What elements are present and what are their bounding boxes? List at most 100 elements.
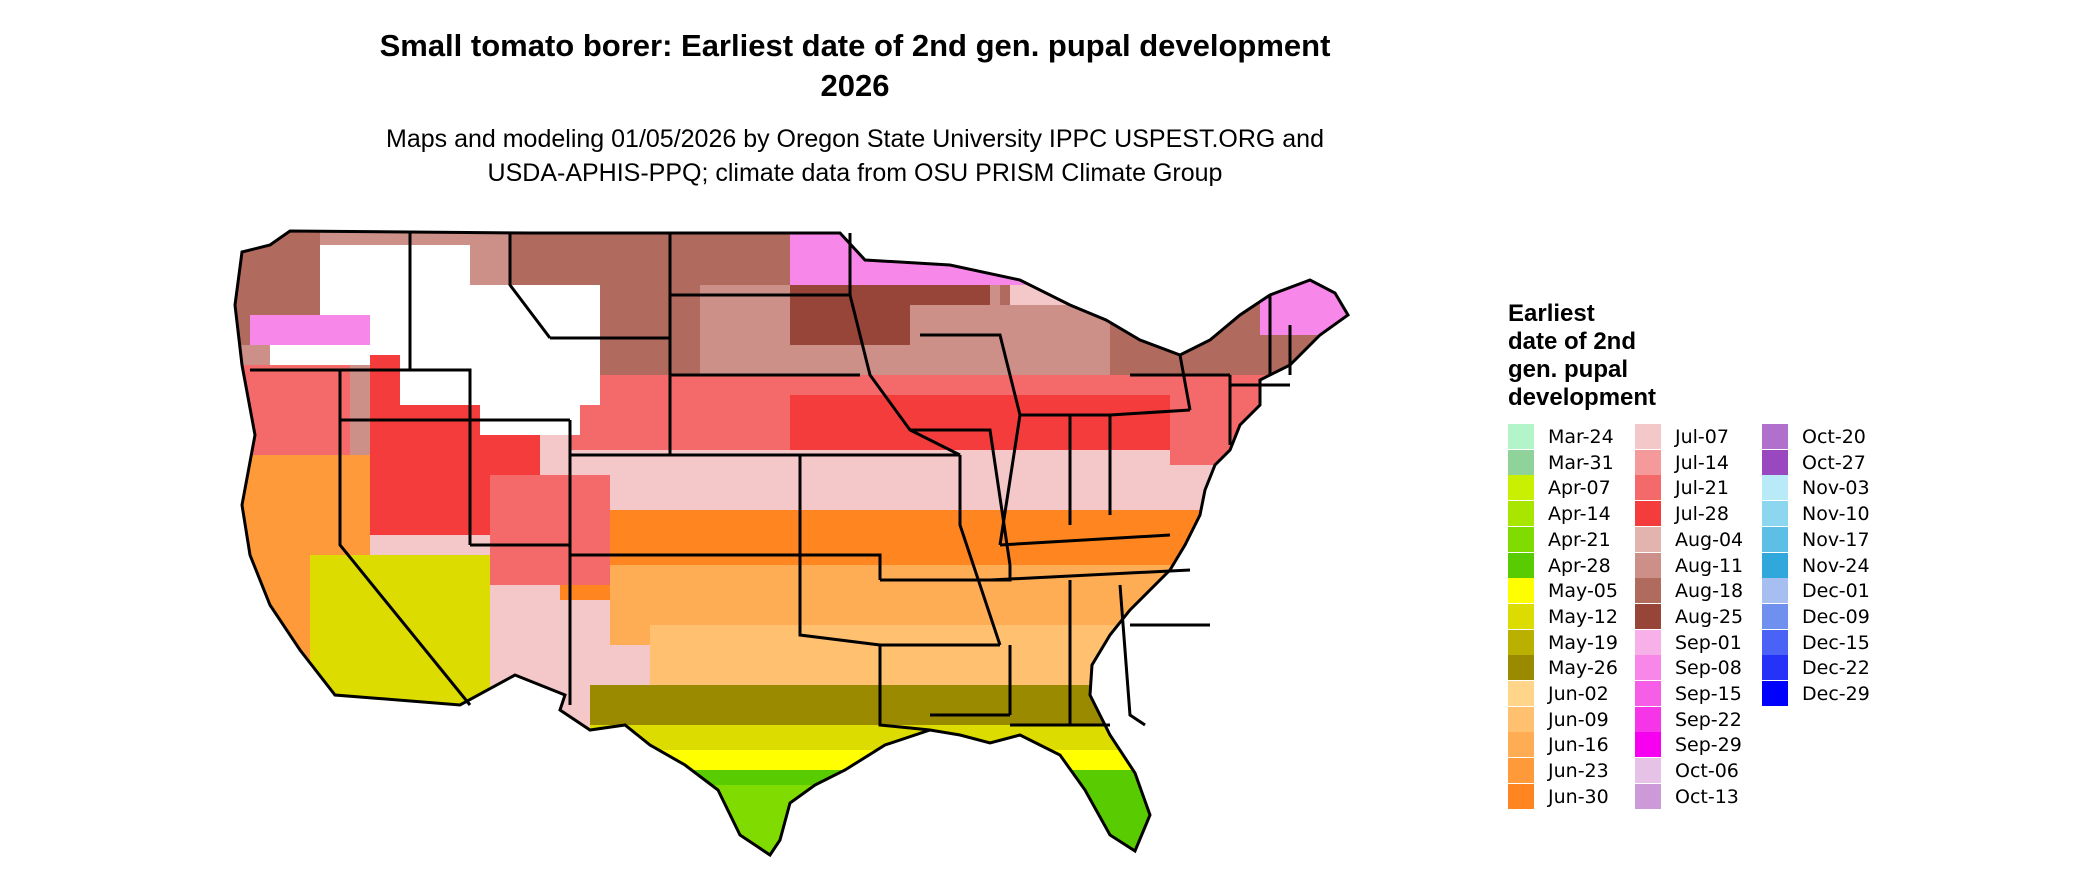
legend-item: Apr-21 [1508, 526, 1633, 553]
legend-item: Oct-13 [1635, 783, 1760, 810]
map-title-year: 2026 [820, 68, 890, 103]
legend-label: Oct-06 [1675, 760, 1739, 783]
legend-item: May-19 [1508, 629, 1633, 656]
legend-item: Nov-03 [1762, 475, 1887, 501]
legend-label: Aug-18 [1675, 580, 1744, 603]
legend-swatch [1635, 629, 1661, 655]
legend-title-line: date of 2nd [1508, 328, 1637, 355]
legend-item: Jul-21 [1635, 475, 1760, 501]
legend-swatch [1762, 578, 1788, 604]
legend-swatch [1508, 526, 1534, 552]
legend-swatch [1635, 475, 1661, 501]
map-subtitle-line2: USDA-APHIS-PPQ; climate data from OSU PR… [487, 159, 1223, 187]
legend-label: Aug-11 [1675, 554, 1744, 577]
legend-item: Jul-28 [1635, 501, 1760, 527]
legend-item: Dec-29 [1762, 681, 1887, 707]
legend-swatch [1762, 424, 1788, 449]
legend-label: Jun-30 [1548, 785, 1609, 808]
legend-item: Aug-25 [1635, 603, 1760, 630]
legend-swatch [1762, 603, 1788, 629]
legend-item: Sep-01 [1635, 629, 1760, 656]
legend-label: May-19 [1548, 631, 1618, 654]
legend-swatch [1635, 681, 1661, 706]
legend-label: Jun-23 [1548, 760, 1609, 783]
legend-label: Nov-03 [1802, 477, 1870, 500]
map-subtitle-line1: Maps and modeling 01/05/2026 by Oregon S… [386, 125, 1324, 153]
legend-label: May-05 [1548, 580, 1618, 603]
legend-swatch [1635, 501, 1661, 527]
legend-label: Aug-04 [1675, 528, 1744, 551]
legend-item: Dec-22 [1762, 655, 1887, 681]
legend-swatch [1508, 706, 1534, 732]
legend-swatch [1508, 475, 1534, 501]
legend-item: Jul-14 [1635, 449, 1760, 476]
map-title: Small tomato borer: Earliest date of 2nd… [379, 28, 1331, 63]
legend-label: Apr-28 [1548, 554, 1611, 577]
legend-item: Jun-23 [1508, 758, 1633, 784]
legend-swatch [1508, 655, 1534, 681]
legend-label: Oct-20 [1802, 426, 1866, 448]
legend-swatch [1762, 629, 1788, 655]
legend-item: Mar-31 [1508, 449, 1633, 476]
legend-label: Jun-02 [1548, 683, 1609, 705]
legend-swatch [1635, 783, 1661, 809]
legend-swatch [1508, 449, 1534, 475]
legend-label: Nov-10 [1802, 503, 1870, 526]
legend-swatch [1508, 603, 1534, 629]
legend-label: May-12 [1548, 605, 1618, 628]
legend-swatch [1635, 758, 1661, 784]
legend-item: Aug-18 [1635, 578, 1760, 604]
legend-label: Jul-14 [1675, 451, 1729, 474]
legend-label: Sep-15 [1675, 683, 1742, 705]
legend-item: Jun-16 [1508, 732, 1633, 758]
legend-label: Jun-09 [1548, 708, 1609, 731]
legend-item: Dec-09 [1762, 603, 1887, 630]
legend-item: May-26 [1508, 655, 1633, 681]
legend-swatch [1508, 552, 1534, 578]
legend-item: Nov-24 [1762, 552, 1887, 579]
state-boundaries [233, 229, 1350, 858]
legend-swatch [1635, 526, 1661, 552]
legend-label: Oct-13 [1675, 785, 1739, 808]
legend-label: Dec-29 [1802, 683, 1870, 705]
legend-label: Apr-07 [1548, 477, 1611, 500]
legend-swatch [1635, 603, 1661, 629]
legend-title: Earliest date of 2nd gen. pupal developm… [1508, 300, 1728, 412]
legend-label: Jul-07 [1675, 426, 1729, 448]
legend-swatch [1762, 475, 1788, 501]
color-legend: Mar-24 Mar-31 Apr-07 Apr-14 Apr-21 Apr-28 May-… [1508, 424, 1938, 810]
legend-label: Apr-21 [1548, 528, 1611, 551]
legend-swatch [1762, 526, 1788, 552]
legend-label: Aug-25 [1675, 605, 1744, 628]
legend-label: Dec-01 [1802, 580, 1870, 603]
legend-swatch [1635, 552, 1661, 578]
legend-label: Mar-31 [1548, 451, 1614, 474]
legend-item: Apr-14 [1508, 501, 1633, 527]
legend-title-line: gen. pupal [1508, 356, 1628, 383]
legend-item: Sep-08 [1635, 655, 1760, 681]
legend-item: Jun-02 [1508, 681, 1633, 707]
legend-item: Nov-17 [1762, 526, 1887, 553]
legend-item: Sep-29 [1635, 732, 1760, 758]
legend-item: May-05 [1508, 578, 1633, 604]
legend-item: Oct-06 [1635, 758, 1760, 784]
legend-item: Apr-28 [1508, 552, 1633, 579]
legend-swatch [1508, 758, 1534, 784]
legend-label: Dec-15 [1802, 631, 1870, 654]
legend-item: Aug-11 [1635, 552, 1760, 579]
legend-label: Sep-22 [1675, 708, 1742, 731]
legend-item: Oct-20 [1762, 424, 1887, 450]
legend-label: Sep-29 [1675, 734, 1742, 757]
legend-item: Aug-04 [1635, 526, 1760, 553]
legend-label: Sep-08 [1675, 657, 1742, 680]
legend-label: Dec-09 [1802, 605, 1870, 628]
legend-swatch [1508, 424, 1534, 449]
legend-label: Nov-24 [1802, 554, 1870, 577]
legend-item: Dec-01 [1762, 578, 1887, 604]
legend-swatch [1635, 424, 1661, 449]
legend-swatch [1762, 501, 1788, 527]
legend-swatch [1635, 449, 1661, 475]
legend-label: Nov-17 [1802, 528, 1870, 551]
legend-item: Nov-10 [1762, 501, 1887, 527]
legend-swatch [1635, 578, 1661, 604]
